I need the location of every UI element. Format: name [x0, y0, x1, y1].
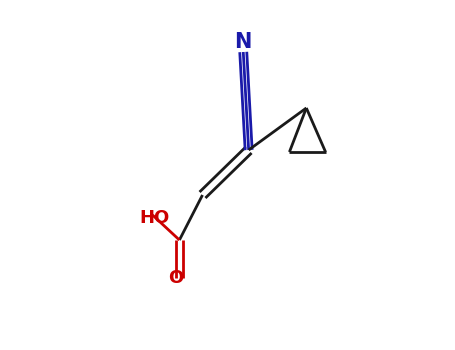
Text: O: O — [168, 269, 183, 287]
Text: N: N — [235, 32, 252, 52]
Text: HO: HO — [140, 209, 170, 227]
